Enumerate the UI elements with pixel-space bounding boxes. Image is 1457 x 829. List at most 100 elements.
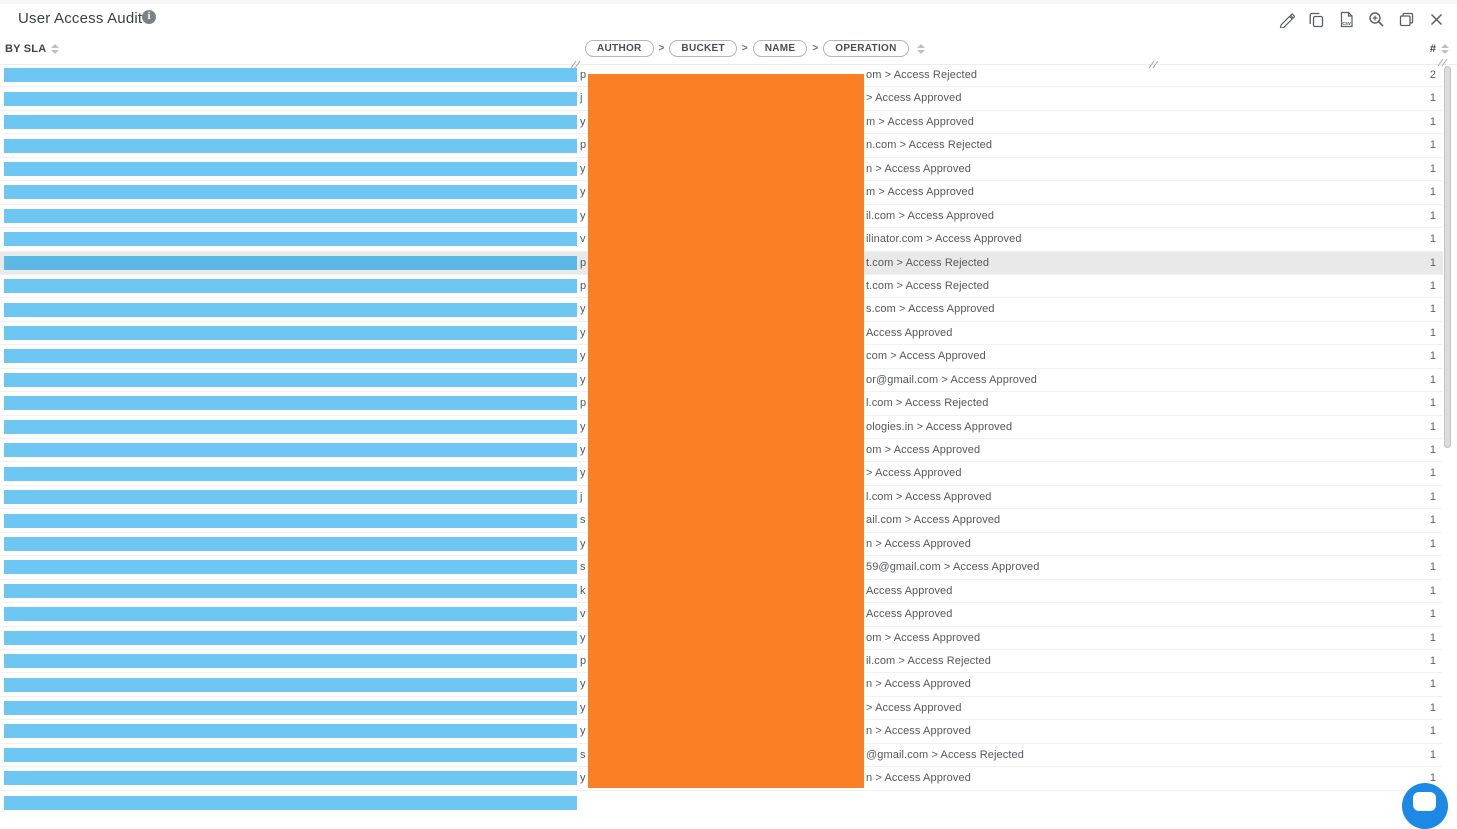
breadcrumb-pill-name[interactable]: NAME: [753, 40, 808, 57]
sla-bar: [4, 162, 577, 176]
sla-bar: [4, 326, 577, 340]
row-prefix-text: p: [580, 64, 586, 86]
sla-bar: [4, 256, 577, 270]
row-path-text: ologies.in > Access Approved: [866, 416, 1012, 438]
row-prefix-text: v: [580, 228, 586, 250]
row-path-text: > Access Approved: [866, 462, 962, 484]
row-path-text: n > Access Approved: [866, 533, 971, 555]
sla-bar: [4, 771, 577, 785]
row-count: 1: [1430, 205, 1436, 227]
sla-bar: [4, 303, 577, 317]
sla-bar: [4, 396, 577, 410]
sort-arrows-icon[interactable]: [51, 44, 59, 54]
row-count: 1: [1430, 603, 1436, 625]
row-path-text: n > Access Approved: [866, 673, 971, 695]
row-count: 1: [1430, 322, 1436, 344]
sort-arrows-icon[interactable]: [917, 44, 925, 54]
row-count: 1: [1430, 392, 1436, 414]
row-count: 1: [1430, 298, 1436, 320]
row-path-text: s.com > Access Approved: [866, 298, 995, 320]
column-header-by-sla[interactable]: BY SLA: [5, 43, 59, 55]
row-path-text: n.com > Access Rejected: [866, 134, 992, 156]
row-path-text: m > Access Approved: [866, 181, 974, 203]
row-count: 1: [1430, 228, 1436, 250]
info-icon[interactable]: i: [142, 10, 156, 24]
sort-arrows-icon[interactable]: [1441, 44, 1449, 54]
row-path-text: n > Access Approved: [866, 720, 971, 742]
count-header-label: #: [1430, 43, 1436, 55]
row-path-text: n > Access Approved: [866, 158, 971, 180]
row-prefix-text: y: [580, 720, 586, 742]
sla-bar: [4, 443, 577, 457]
row-path-text: il.com > Access Approved: [866, 205, 994, 227]
sla-bar: [4, 185, 577, 199]
sla-bar: [4, 654, 577, 668]
row-prefix-text: y: [580, 767, 586, 789]
sla-bar: [4, 279, 577, 293]
window-maximize-icon[interactable]: [1398, 11, 1415, 28]
row-path-text: ail.com > Access Approved: [866, 509, 1000, 531]
row-prefix-text: y: [580, 439, 586, 461]
row-count: 1: [1430, 744, 1436, 766]
row-prefix-text: y: [580, 181, 586, 203]
row-prefix-text: y: [580, 533, 586, 555]
vertical-scrollbar-thumb[interactable]: [1444, 66, 1451, 448]
breadcrumb-pill-author[interactable]: AUTHOR: [585, 40, 654, 57]
row-prefix-text: p: [580, 252, 586, 274]
row-prefix-text: y: [580, 322, 586, 344]
row-path-text: n > Access Approved: [866, 767, 971, 789]
sla-bar: [4, 420, 577, 434]
row-prefix-text: y: [580, 673, 586, 695]
row-prefix-text: y: [580, 111, 586, 133]
row-count: 1: [1430, 181, 1436, 203]
row-prefix-text: p: [580, 275, 586, 297]
row-count: 1: [1430, 134, 1436, 156]
export-csv-icon[interactable]: csv: [1338, 11, 1355, 28]
row-path-text: m > Access Approved: [866, 111, 974, 133]
row-count: 1: [1430, 462, 1436, 484]
row-path-text: om > Access Rejected: [866, 64, 977, 86]
breadcrumb-pill-bucket[interactable]: BUCKET: [669, 40, 736, 57]
sla-bar: [4, 560, 577, 574]
sla-bar: [4, 584, 577, 598]
row-path-text: com > Access Approved: [866, 345, 986, 367]
row-count: 1: [1430, 158, 1436, 180]
row-prefix-text: v: [580, 603, 586, 625]
row-count: 1: [1430, 345, 1436, 367]
close-icon[interactable]: [1428, 11, 1445, 28]
sla-bar: [4, 139, 577, 153]
row-path-text: or@gmail.com > Access Approved: [866, 369, 1037, 391]
widget-toolbar: csv: [1278, 11, 1445, 28]
sla-bar: [4, 701, 577, 715]
sla-bar: [4, 678, 577, 692]
row-count: 1: [1430, 697, 1436, 719]
breadcrumb-pill-operation[interactable]: OPERATION: [823, 40, 908, 57]
copy-icon[interactable]: [1308, 11, 1325, 28]
row-count: 1: [1430, 369, 1436, 391]
row-count: 1: [1430, 720, 1436, 742]
row-path-text: > Access Approved: [866, 87, 962, 109]
row-count: 1: [1430, 439, 1436, 461]
row-count: 1: [1430, 650, 1436, 672]
row-prefix-text: p: [580, 134, 586, 156]
row-prefix-text: y: [580, 345, 586, 367]
row-prefix-text: y: [580, 627, 586, 649]
row-count: 1: [1430, 533, 1436, 555]
sla-bar: [4, 514, 577, 528]
row-count: 1: [1430, 275, 1436, 297]
row-prefix-text: s: [580, 744, 586, 766]
chat-bubble-icon: [1413, 792, 1436, 811]
svg-text:csv: csv: [1342, 21, 1351, 27]
breadcrumb-separator: >: [659, 43, 665, 54]
sla-bar: [4, 748, 577, 762]
edit-pencil-icon[interactable]: [1278, 11, 1295, 28]
sla-bar: [4, 724, 577, 738]
row-path-text: il.com > Access Rejected: [866, 650, 991, 672]
row-count: 1: [1430, 416, 1436, 438]
zoom-in-icon[interactable]: [1368, 11, 1385, 28]
chat-widget-button[interactable]: [1402, 783, 1448, 829]
row-path-text: om > Access Approved: [866, 627, 980, 649]
sla-bar: [4, 537, 577, 551]
row-path-text: ilinator.com > Access Approved: [866, 228, 1022, 250]
row-prefix-text: j: [580, 87, 582, 109]
